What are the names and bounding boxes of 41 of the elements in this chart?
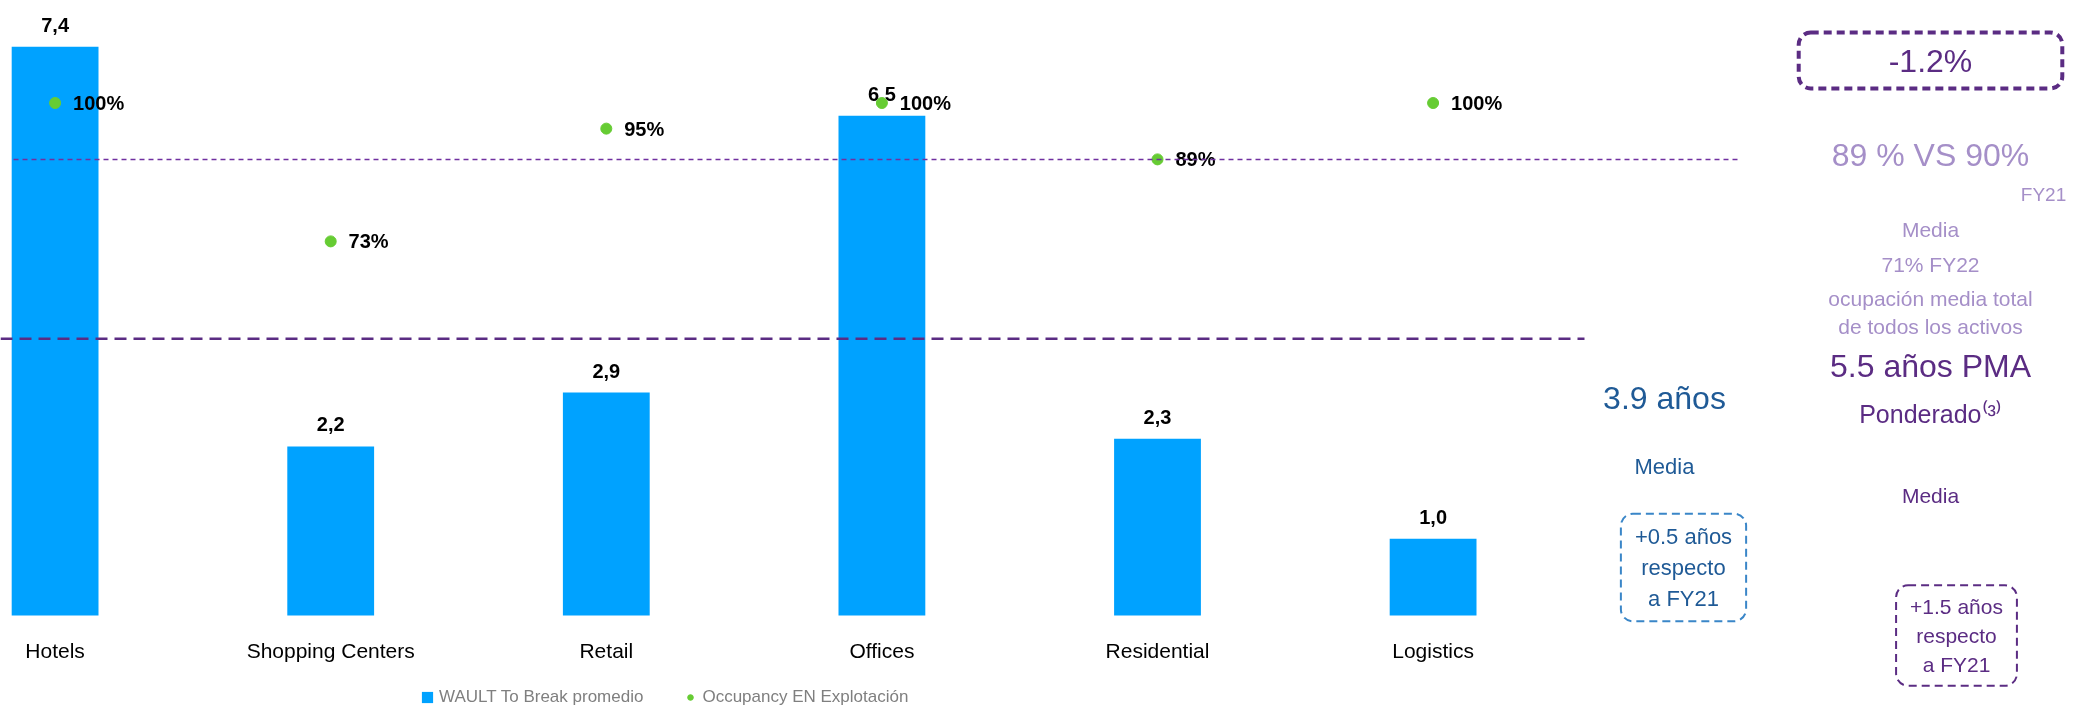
- bar: [1114, 438, 1201, 616]
- legend-label: WAULT To Break promedio: [439, 687, 644, 707]
- text: 5.5 años PMA: [1830, 347, 2032, 384]
- point: [324, 235, 337, 248]
- point: [1151, 153, 1164, 166]
- x-tick-label: Residential: [1105, 639, 1210, 662]
- data-label: 2,2: [316, 413, 345, 436]
- annotation: +0.5 años respecto a FY21: [1634, 523, 1733, 612]
- bar: [838, 115, 926, 616]
- x-tick-label: Offices: [849, 639, 915, 662]
- text: ocupación media total de todos los activos: [1828, 286, 2033, 339]
- text: +1.5 años respecto a FY21: [1910, 595, 2003, 676]
- bar: [562, 392, 650, 616]
- text: FY21: [2020, 184, 2067, 205]
- data-label: 73%: [348, 230, 389, 253]
- bar: [1389, 538, 1477, 616]
- point: [1427, 97, 1440, 109]
- data-label: 89%: [1175, 148, 1216, 171]
- data-label: 100%: [899, 92, 952, 114]
- text: 89 % VS 90%: [1831, 136, 2030, 173]
- bar: [287, 446, 375, 616]
- point: [49, 97, 62, 109]
- data-label: 95%: [624, 117, 665, 140]
- annotation: Media: [1634, 454, 1696, 479]
- data-label: 2,3: [1143, 405, 1172, 428]
- text: -1.2%: [1888, 42, 1973, 79]
- x-tick-label: Retail: [579, 639, 634, 662]
- data-label: 2,9: [592, 359, 621, 382]
- x-tick-label: Logistics: [1392, 639, 1474, 662]
- annotation: 3.9 años: [1603, 379, 1726, 416]
- x-tick-label: Shopping Centers: [246, 639, 415, 662]
- text: Ponderado⁽³⁾: [1859, 399, 2002, 428]
- text: 71% FY22: [1881, 253, 1980, 276]
- point: [600, 122, 613, 135]
- data-label: 100%: [1451, 92, 1503, 114]
- text: Media: [1901, 484, 1960, 507]
- text: Media: [1901, 218, 1960, 241]
- data-label: 7,4: [41, 13, 70, 36]
- legend-label: Occupancy EN Explotación: [702, 687, 909, 707]
- x-tick-label: Hotels: [25, 639, 85, 662]
- data-label: 1,0: [1419, 505, 1448, 528]
